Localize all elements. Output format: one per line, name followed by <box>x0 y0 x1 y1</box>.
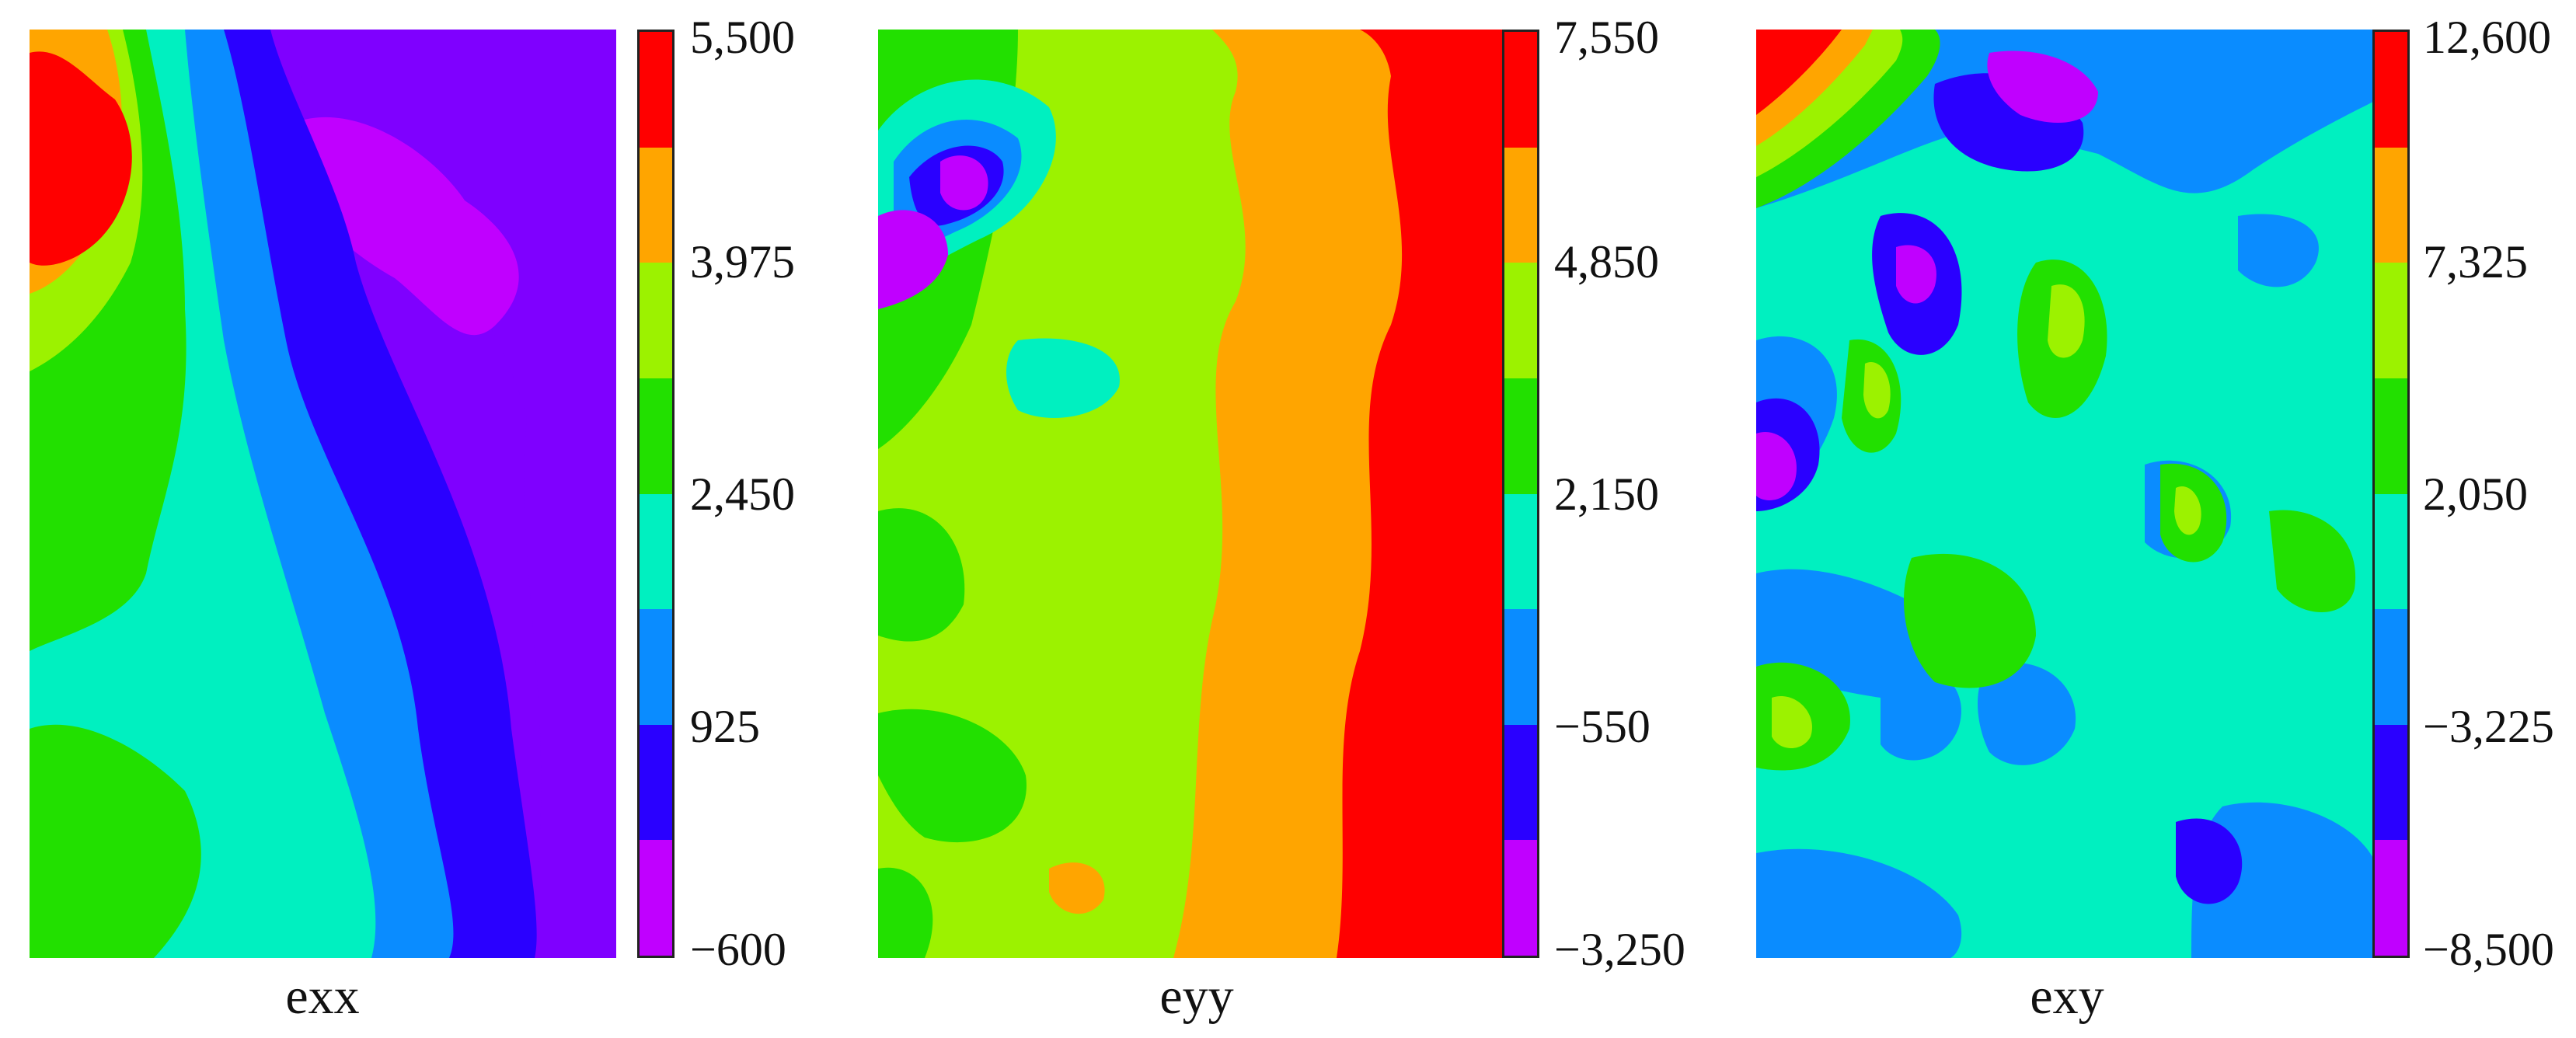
colorbar-tick-label: 4,850 <box>1554 236 1659 287</box>
colorbar-tick-label: 7,325 <box>2423 236 2528 287</box>
colorbar-swatch <box>1504 724 1537 841</box>
colorbar-exy <box>2372 30 2410 958</box>
colorbar-swatch <box>1504 32 1537 148</box>
panel-exx: 5,500 3,975 2,450 925 −600 exx <box>0 0 855 1038</box>
panel-eyy: 7,550 4,850 2,150 −550 −3,250 eyy <box>855 0 1717 1038</box>
colorbar-tick-label: −3,225 <box>2423 701 2554 752</box>
colorbar-tick-label: 3,975 <box>690 236 795 287</box>
colorbar-swatch <box>1504 493 1537 610</box>
contour-map-exy <box>1756 30 2378 958</box>
colorbar-tick-label: −8,500 <box>2423 924 2554 975</box>
colorbar-swatch <box>1504 609 1537 725</box>
colorbar-swatch <box>640 378 672 494</box>
colorbar-swatch <box>640 840 672 956</box>
panel-label-exy: exy <box>2030 968 2104 1025</box>
colorbar-swatch <box>640 724 672 841</box>
colorbar-swatch <box>2375 493 2407 610</box>
colorbar-tick-label: 5,500 <box>690 12 795 63</box>
colorbar-exx <box>637 30 675 958</box>
contour-map-eyy <box>878 30 1514 958</box>
colorbar-swatch <box>1504 147 1537 263</box>
colorbar-tick-label: 12,600 <box>2423 12 2551 63</box>
colorbar-tick-label: −550 <box>1554 701 1651 752</box>
colorbar-tick-label: 925 <box>690 701 760 752</box>
contour-map-exx <box>30 30 616 958</box>
colorbar-swatch <box>2375 609 2407 725</box>
colorbar-swatch <box>2375 840 2407 956</box>
colorbar-swatch <box>640 263 672 378</box>
colorbar-tick-label: −600 <box>690 924 786 975</box>
colorbar-tick-label: 2,050 <box>2423 468 2528 520</box>
colorbar-swatch <box>640 32 672 148</box>
colorbar-tick-label: −3,250 <box>1554 924 1685 975</box>
panel-label-exx: exx <box>285 968 360 1025</box>
colorbar-swatch <box>640 147 672 263</box>
colorbar-swatch <box>1504 840 1537 956</box>
colorbar-tick-label: 7,550 <box>1554 12 1659 63</box>
colorbar-swatch <box>1504 263 1537 378</box>
colorbar-swatch <box>2375 724 2407 841</box>
panel-exy: 12,600 7,325 2,050 −3,225 −8,500 exy <box>1717 0 2576 1038</box>
colorbar-eyy <box>1502 30 1539 958</box>
colorbar-tick-label: 2,450 <box>690 468 795 520</box>
colorbar-swatch <box>1504 378 1537 494</box>
colorbar-swatch <box>2375 378 2407 494</box>
colorbar-swatch <box>640 609 672 725</box>
panel-label-eyy: eyy <box>1159 968 1234 1025</box>
colorbar-tick-label: 2,150 <box>1554 468 1659 520</box>
colorbar-swatch <box>2375 263 2407 378</box>
colorbar-swatch <box>640 493 672 610</box>
colorbar-swatch <box>2375 32 2407 148</box>
colorbar-swatch <box>2375 147 2407 263</box>
